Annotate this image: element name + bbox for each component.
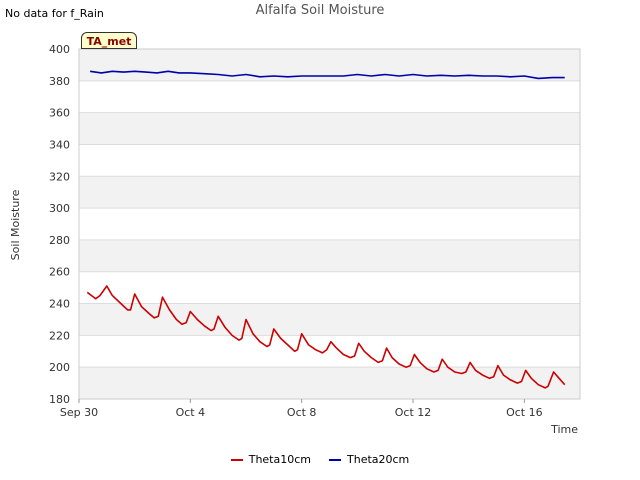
x-axis-label: Time xyxy=(550,423,578,436)
x-tick-label: Oct 8 xyxy=(287,406,317,419)
legend-label-theta20cm: Theta20cm xyxy=(347,453,410,466)
plot-band xyxy=(79,176,580,209)
y-tick-label: 400 xyxy=(49,43,70,56)
series-lines xyxy=(86,70,566,389)
plot-band xyxy=(79,303,580,336)
chart-title: Alfalfa Soil Moisture xyxy=(255,3,385,18)
y-tick-label: 240 xyxy=(49,298,70,311)
plot-frame xyxy=(78,48,581,400)
y-tick-label: 360 xyxy=(49,107,70,120)
legend-swatch-theta10cm xyxy=(230,458,243,461)
grid-lines xyxy=(79,48,580,400)
plot-band xyxy=(79,112,580,145)
y-tick-label: 300 xyxy=(49,202,70,215)
legend-item-theta10cm[interactable]: Theta10cm xyxy=(230,453,311,466)
series-line-theta10cm[interactable] xyxy=(86,285,566,389)
y-tick-label: 380 xyxy=(49,75,70,88)
plot-band xyxy=(79,239,580,272)
y-tick-label: 260 xyxy=(49,266,70,279)
legend-item-theta20cm[interactable]: Theta20cm xyxy=(329,453,409,466)
legend-swatch-theta20cm xyxy=(329,458,341,461)
y-tick-label: 340 xyxy=(49,138,70,151)
y-tick-label: 220 xyxy=(49,329,70,342)
x-tick-label: Oct 12 xyxy=(395,406,432,419)
y-tick-label: 280 xyxy=(49,234,70,247)
y-tick-label: 320 xyxy=(49,170,70,183)
legend: Theta10cm Theta20cm xyxy=(0,453,640,466)
plot-bands xyxy=(79,49,580,399)
series-line-theta20cm[interactable] xyxy=(89,70,565,80)
y-tick-label: 200 xyxy=(49,361,70,374)
x-tick-label: Sep 30 xyxy=(60,406,98,419)
plot-band xyxy=(79,367,580,399)
axis-ticks: 180 200 220 240 260 280 300 320 340 360 380 400 Sep … xyxy=(49,43,543,419)
station-badge[interactable]: TA_met xyxy=(81,32,137,49)
legend-label-theta10cm: Theta10cm xyxy=(248,453,311,466)
y-axis-label: Soil Moisture xyxy=(9,189,22,260)
x-tick-label: Oct 4 xyxy=(176,406,206,419)
x-tick-label: Oct 16 xyxy=(506,406,543,419)
y-tick-label: 180 xyxy=(49,393,70,406)
no-data-note: No data for f_Rain xyxy=(5,7,104,20)
